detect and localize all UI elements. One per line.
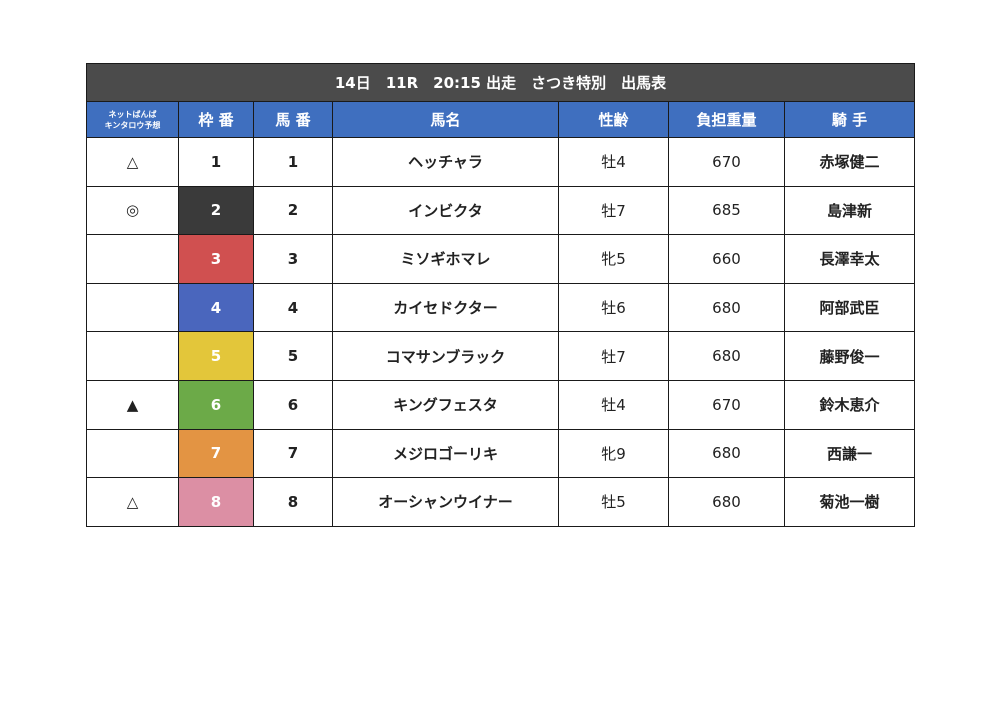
umaban-cell: 1: [253, 137, 333, 187]
prediction-mark-cell: [86, 331, 179, 381]
jockey-cell: 赤塚健二: [784, 137, 915, 187]
header-sex-age: 性齢: [558, 101, 669, 138]
horse-name-cell: メジロゴーリキ: [332, 428, 559, 479]
umaban-cell: 2: [253, 185, 333, 236]
umaban-cell: 4: [253, 282, 333, 333]
umaban-cell: 7: [253, 428, 333, 479]
jockey-cell: 長澤幸太: [784, 234, 915, 284]
umaban-cell: 8: [253, 477, 333, 527]
waku-cell: 6: [178, 379, 254, 430]
sex-age-cell: 牡6: [558, 282, 669, 333]
header-prediction-line1: ネットばんば: [108, 109, 157, 119]
header-weight: 負担重量: [668, 101, 785, 138]
prediction-mark-cell: ▲: [86, 379, 179, 430]
prediction-mark-cell: ◎: [86, 185, 179, 236]
header-prediction-line2: キンタロウ予想: [104, 120, 161, 130]
prediction-mark-cell: [86, 282, 179, 333]
table-row: ◎ 2 2 インビクタ 牡7 685 島津新: [86, 185, 915, 236]
header-waku: 枠 番: [178, 101, 254, 138]
horse-name-cell: カイセドクター: [332, 282, 559, 333]
horse-name-cell: インビクタ: [332, 185, 559, 236]
horse-name-cell: オーシャンウイナー: [332, 477, 559, 527]
waku-cell: 2: [178, 185, 254, 236]
horse-name-cell: コマサンブラック: [332, 331, 559, 381]
waku-cell: 3: [178, 234, 254, 284]
prediction-mark-cell: △: [86, 137, 179, 187]
weight-cell: 680: [668, 282, 785, 333]
table-row: △ 1 1 ヘッチャラ 牡4 670 赤塚健二: [86, 137, 915, 187]
table-title: 14日 11R 20:15 出走 さつき特別 出馬表: [86, 63, 915, 102]
sex-age-cell: 牝9: [558, 428, 669, 479]
table-row: 7 7 メジロゴーリキ 牝9 680 西謙一: [86, 428, 915, 479]
weight-cell: 685: [668, 185, 785, 236]
horse-name-cell: ヘッチャラ: [332, 137, 559, 187]
waku-cell: 4: [178, 282, 254, 333]
table-row: 5 5 コマサンブラック 牡7 680 藤野俊一: [86, 331, 915, 381]
header-horse-name: 馬名: [332, 101, 559, 138]
jockey-cell: 藤野俊一: [784, 331, 915, 381]
weight-cell: 680: [668, 331, 785, 381]
weight-cell: 660: [668, 234, 785, 284]
entry-table: 14日 11R 20:15 出走 さつき特別 出馬表 ネットばんば キンタロウ予…: [86, 63, 915, 527]
sex-age-cell: 牝5: [558, 234, 669, 284]
sex-age-cell: 牡7: [558, 331, 669, 381]
table-row: ▲ 6 6 キングフェスタ 牡4 670 鈴木恵介: [86, 379, 915, 430]
horse-name-cell: ミソギホマレ: [332, 234, 559, 284]
sex-age-cell: 牡4: [558, 379, 669, 430]
waku-cell: 1: [178, 137, 254, 187]
umaban-cell: 3: [253, 234, 333, 284]
header-umaban: 馬 番: [253, 101, 333, 138]
umaban-cell: 5: [253, 331, 333, 381]
waku-cell: 5: [178, 331, 254, 381]
waku-cell: 8: [178, 477, 254, 527]
sex-age-cell: 牡7: [558, 185, 669, 236]
waku-cell: 7: [178, 428, 254, 479]
weight-cell: 680: [668, 428, 785, 479]
prediction-mark-cell: △: [86, 477, 179, 527]
header-prediction: ネットばんば キンタロウ予想: [86, 101, 179, 138]
jockey-cell: 鈴木恵介: [784, 379, 915, 430]
weight-cell: 670: [668, 137, 785, 187]
table-row: △ 8 8 オーシャンウイナー 牡5 680 菊池一樹: [86, 477, 915, 527]
jockey-cell: 西謙一: [784, 428, 915, 479]
header-jockey: 騎 手: [784, 101, 915, 138]
umaban-cell: 6: [253, 379, 333, 430]
table-row: 4 4 カイセドクター 牡6 680 阿部武臣: [86, 282, 915, 333]
horse-name-cell: キングフェスタ: [332, 379, 559, 430]
sex-age-cell: 牡4: [558, 137, 669, 187]
jockey-cell: 島津新: [784, 185, 915, 236]
weight-cell: 670: [668, 379, 785, 430]
prediction-mark-cell: [86, 234, 179, 284]
prediction-mark-cell: [86, 428, 179, 479]
jockey-cell: 菊池一樹: [784, 477, 915, 527]
sex-age-cell: 牡5: [558, 477, 669, 527]
jockey-cell: 阿部武臣: [784, 282, 915, 333]
weight-cell: 680: [668, 477, 785, 527]
table-row: 3 3 ミソギホマレ 牝5 660 長澤幸太: [86, 234, 915, 284]
